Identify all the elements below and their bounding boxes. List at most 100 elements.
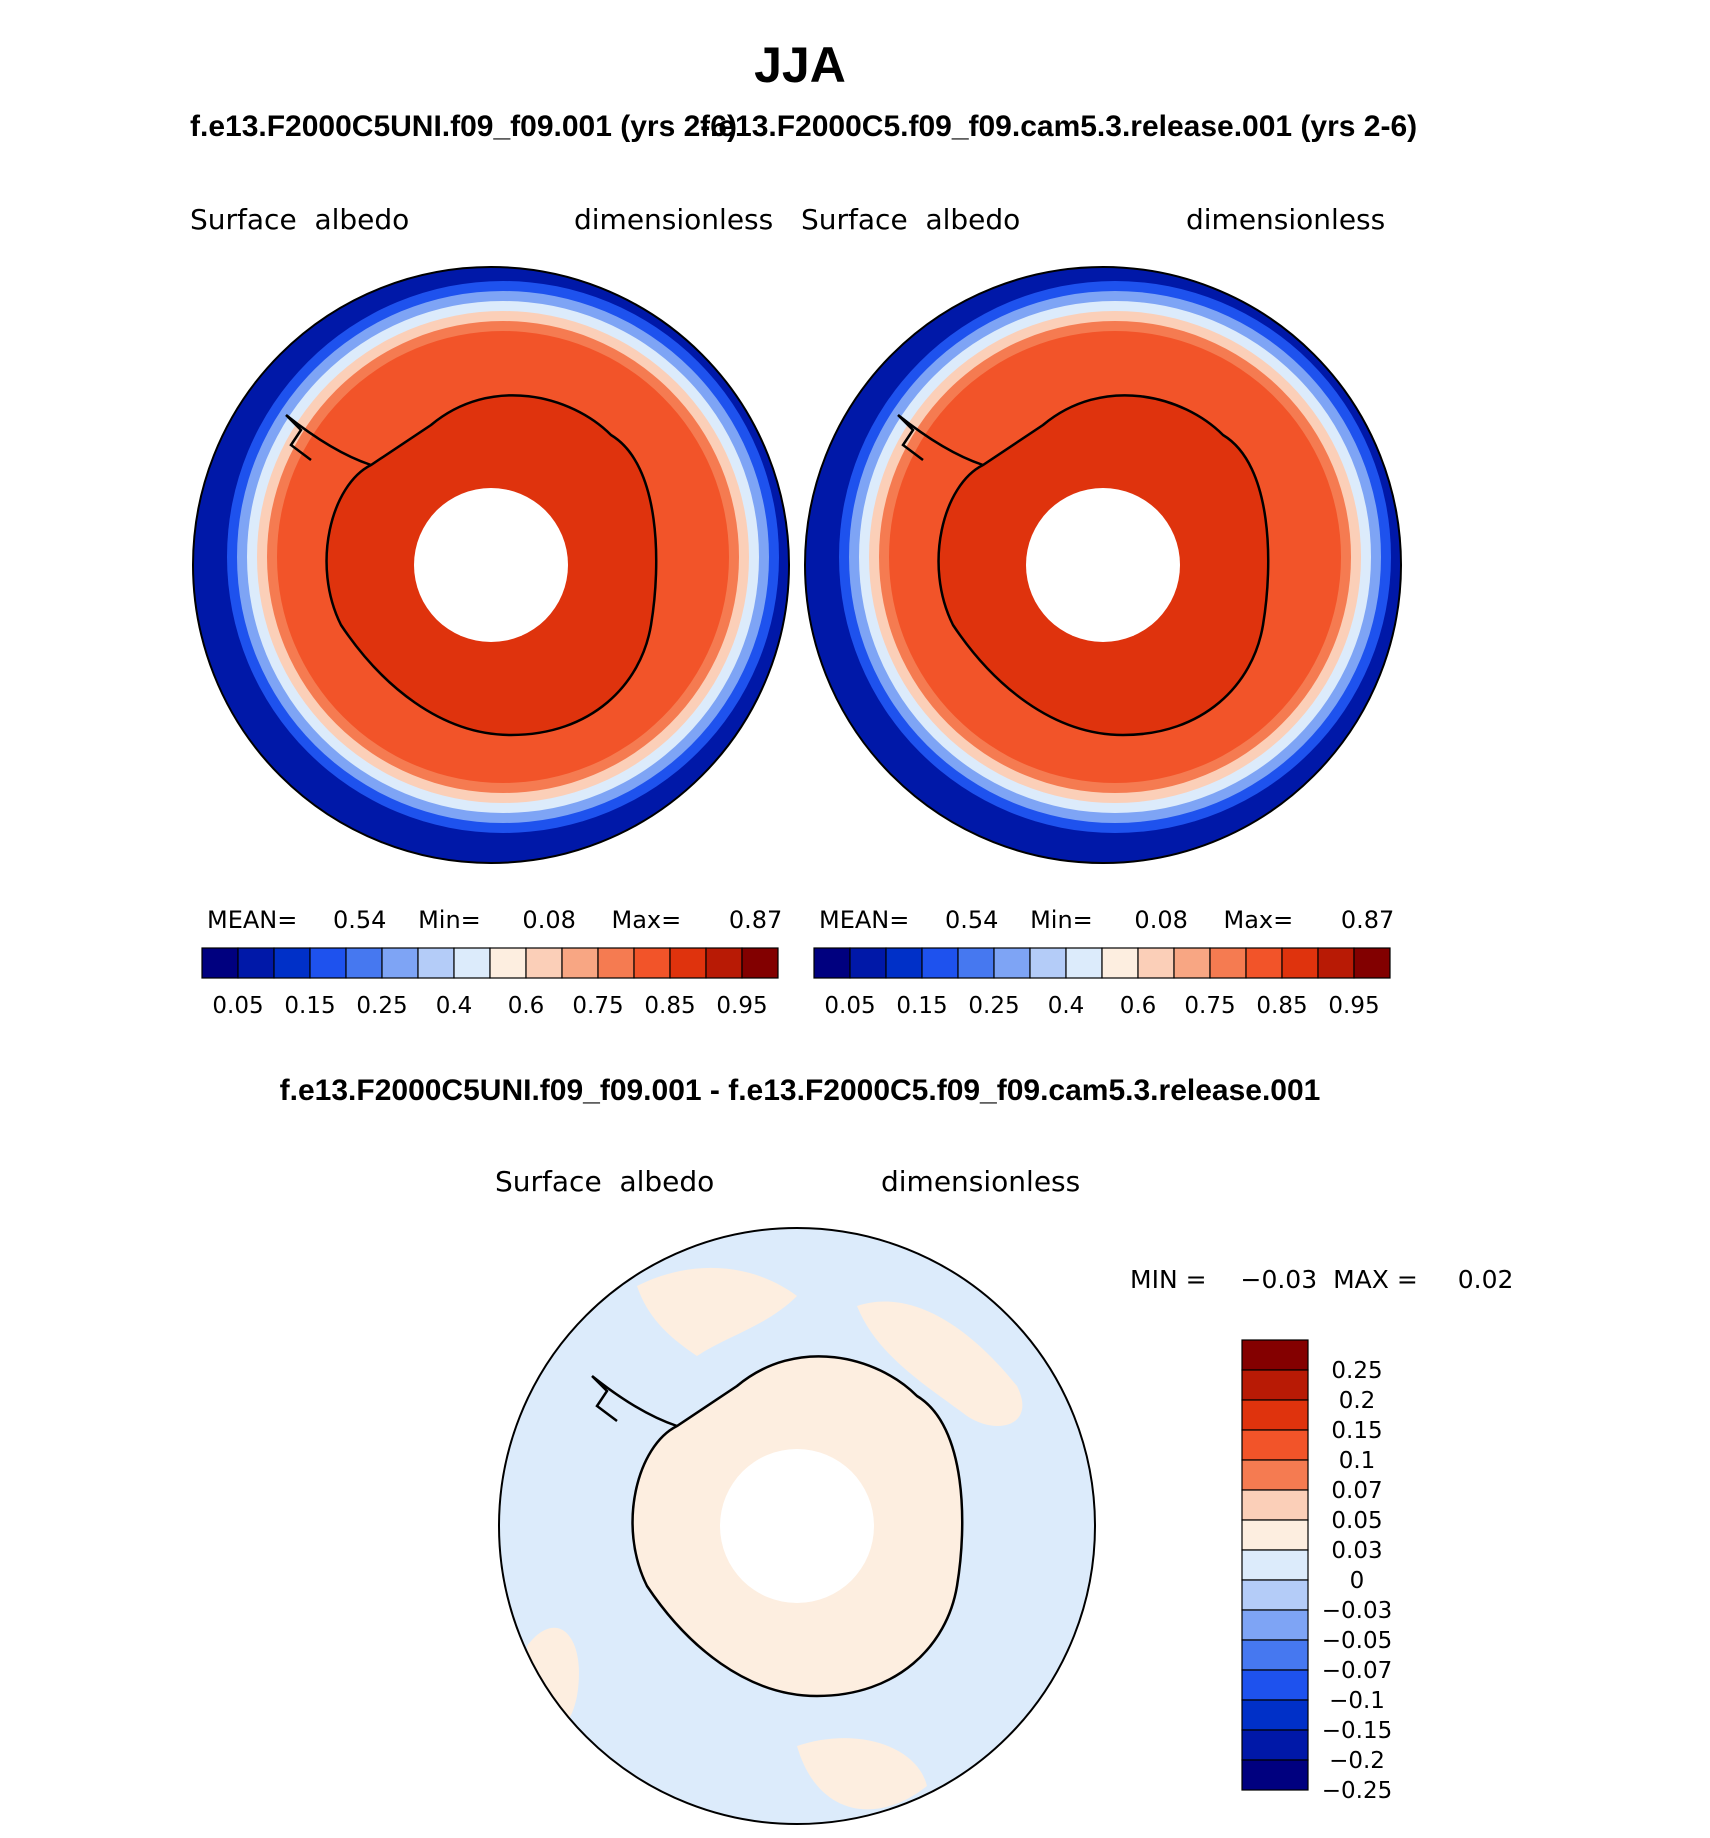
- colorbar-swatch: [957, 947, 995, 979]
- colorbar-swatch: [1241, 1639, 1309, 1671]
- max-value: 0.87: [1340, 906, 1395, 934]
- panel-1-case-title: f.e13.F2000C5UNI.f09_f09.001 (yrs 2-6): [190, 110, 737, 143]
- max-value: 0.87: [728, 906, 783, 934]
- difference-units-label: dimensionless: [881, 1165, 1081, 1198]
- colorbar-swatch: [669, 947, 707, 979]
- colorbar-tick-label: 0.75: [1184, 993, 1235, 1016]
- antarctica-coastline: [631, 1355, 964, 1698]
- min-label: Min=: [418, 906, 481, 934]
- colorbar-swatch: [237, 947, 275, 979]
- colorbar-swatch: [1241, 1429, 1309, 1461]
- colorbar-swatch: [1241, 1579, 1309, 1611]
- colorbar-tick-label: −0.05: [1322, 1628, 1392, 1654]
- mean-label: MEAN=: [819, 906, 910, 934]
- panel-1-stats: MEAN= 0.54 Min= 0.08 Max= 0.87: [207, 906, 782, 934]
- colorbar-swatch: [921, 947, 959, 979]
- colorbar-swatch: [273, 947, 311, 979]
- colorbar-swatch: [705, 947, 743, 979]
- colorbar-swatch: [417, 947, 455, 979]
- colorbar-swatch: [1241, 1699, 1309, 1731]
- difference-polar-map: [498, 1227, 1096, 1825]
- panel-2-stats: MEAN= 0.54 Min= 0.08 Max= 0.87: [819, 906, 1394, 934]
- panel-2-case-title: f.e13.F2000C5.f09_f09.cam5.3.release.001…: [700, 110, 1418, 143]
- colorbar-swatch: [1281, 947, 1319, 979]
- colorbar-tick-label: 0.15: [896, 993, 947, 1016]
- colorbar-swatch: [1241, 1549, 1309, 1581]
- colorbar-swatch: [633, 947, 671, 979]
- colorbar-swatch: [1241, 1489, 1309, 1521]
- colorbar-tick-label: 0.15: [1331, 1418, 1382, 1444]
- colorbar-tick-label: 0.07: [1331, 1478, 1382, 1504]
- colorbar-tick-label: 0.85: [1256, 993, 1307, 1016]
- panel-1-variable-label: Surface albedo: [190, 203, 410, 236]
- colorbar-swatch: [1241, 1669, 1309, 1701]
- mean-label: MEAN=: [207, 906, 298, 934]
- max-value: 0.02: [1457, 1265, 1514, 1294]
- mean-value: 0.54: [333, 906, 387, 934]
- colorbar-tick-label: −0.1: [1329, 1688, 1385, 1714]
- colorbar-swatch: [1245, 947, 1283, 979]
- colorbar-tick-label: 0.95: [716, 993, 767, 1016]
- season-title: JJA: [754, 37, 846, 93]
- colorbar-tick-label: 0.4: [1048, 993, 1085, 1016]
- colorbar-swatch: [993, 947, 1031, 979]
- colorbar-swatch: [1317, 947, 1355, 979]
- colorbar-swatch: [813, 947, 851, 979]
- max-label: MAX =: [1333, 1265, 1418, 1294]
- colorbar-swatch: [1065, 947, 1103, 979]
- max-label: Max=: [1223, 906, 1294, 934]
- colorbar-swatch: [561, 947, 599, 979]
- colorbar-swatch: [1353, 947, 1391, 979]
- antarctica-coastline: [937, 394, 1270, 737]
- colorbar-swatch: [525, 947, 563, 979]
- max-label: Max=: [611, 906, 682, 934]
- min-label: Min=: [1030, 906, 1093, 934]
- polar-hole: [1026, 488, 1180, 642]
- colorbar-tick-label: 0.03: [1331, 1538, 1382, 1564]
- difference-title: f.e13.F2000C5UNI.f09_f09.001 - f.e13.F20…: [279, 1074, 1321, 1107]
- colorbar-tick-label: 0.05: [824, 993, 875, 1016]
- colorbar-tick-label: 0.6: [508, 993, 545, 1016]
- colorbar-swatch: [345, 947, 383, 979]
- colorbar-tick-label: 0.25: [1331, 1358, 1382, 1384]
- polar-hole: [720, 1449, 874, 1603]
- colorbar-swatch: [1209, 947, 1247, 979]
- colorbar-tick-label: −0.07: [1322, 1658, 1392, 1684]
- colorbar-swatch: [1241, 1369, 1309, 1401]
- panel-1-polar-map: [192, 266, 790, 864]
- antarctica-coastline: [325, 394, 658, 737]
- mean-value: 0.54: [945, 906, 999, 934]
- colorbar-tick-label: 0.05: [1331, 1508, 1382, 1534]
- colorbar-swatch: [1241, 1759, 1309, 1791]
- min-label: MIN =: [1130, 1265, 1207, 1294]
- colorbar-tick-label: −0.15: [1322, 1718, 1392, 1744]
- colorbar-swatch: [309, 947, 347, 979]
- colorbar-swatch: [1241, 1609, 1309, 1641]
- colorbar-swatch: [597, 947, 635, 979]
- colorbar-tick-label: 0.95: [1328, 993, 1379, 1016]
- colorbar-tick-label: 0.85: [644, 993, 695, 1016]
- colorbar-tick-label: 0.05: [212, 993, 263, 1016]
- colorbar-tick-label: 0.4: [436, 993, 473, 1016]
- colorbar-tick-label: 0.75: [572, 993, 623, 1016]
- colorbar-swatch: [489, 947, 527, 979]
- panel-1-colorbar: 0.05 0.15 0.25 0.4 0.6 0.75 0.85 0.95: [201, 947, 779, 1016]
- colorbar-swatch: [1241, 1519, 1309, 1551]
- difference-minmax: MIN = −0.03 MAX = 0.02: [1130, 1265, 1513, 1294]
- colorbar-swatch: [201, 947, 239, 979]
- colorbar-swatch: [1241, 1729, 1309, 1761]
- colorbar-swatch: [1241, 1459, 1309, 1491]
- colorbar-tick-label: 0.25: [968, 993, 1019, 1016]
- colorbar-tick-label: 0.1: [1339, 1448, 1376, 1474]
- panel-2-polar-map: [804, 266, 1402, 864]
- colorbar-tick-label: 0.25: [356, 993, 407, 1016]
- min-value: 0.08: [522, 906, 576, 934]
- colorbar-swatch: [1029, 947, 1067, 979]
- min-value: 0.08: [1134, 906, 1188, 934]
- colorbar-tick-label: 0: [1350, 1568, 1365, 1594]
- difference-colorbar: 0.25 0.2 0.15 0.1 0.07 0.05 0.03 0 −0.03 −0.05 −0.…: [1241, 1339, 1392, 1804]
- colorbar-swatch: [1241, 1399, 1309, 1431]
- min-value: −0.03: [1240, 1265, 1318, 1294]
- panel-2-units-label: dimensionless: [1186, 203, 1386, 236]
- colorbar-swatch: [849, 947, 887, 979]
